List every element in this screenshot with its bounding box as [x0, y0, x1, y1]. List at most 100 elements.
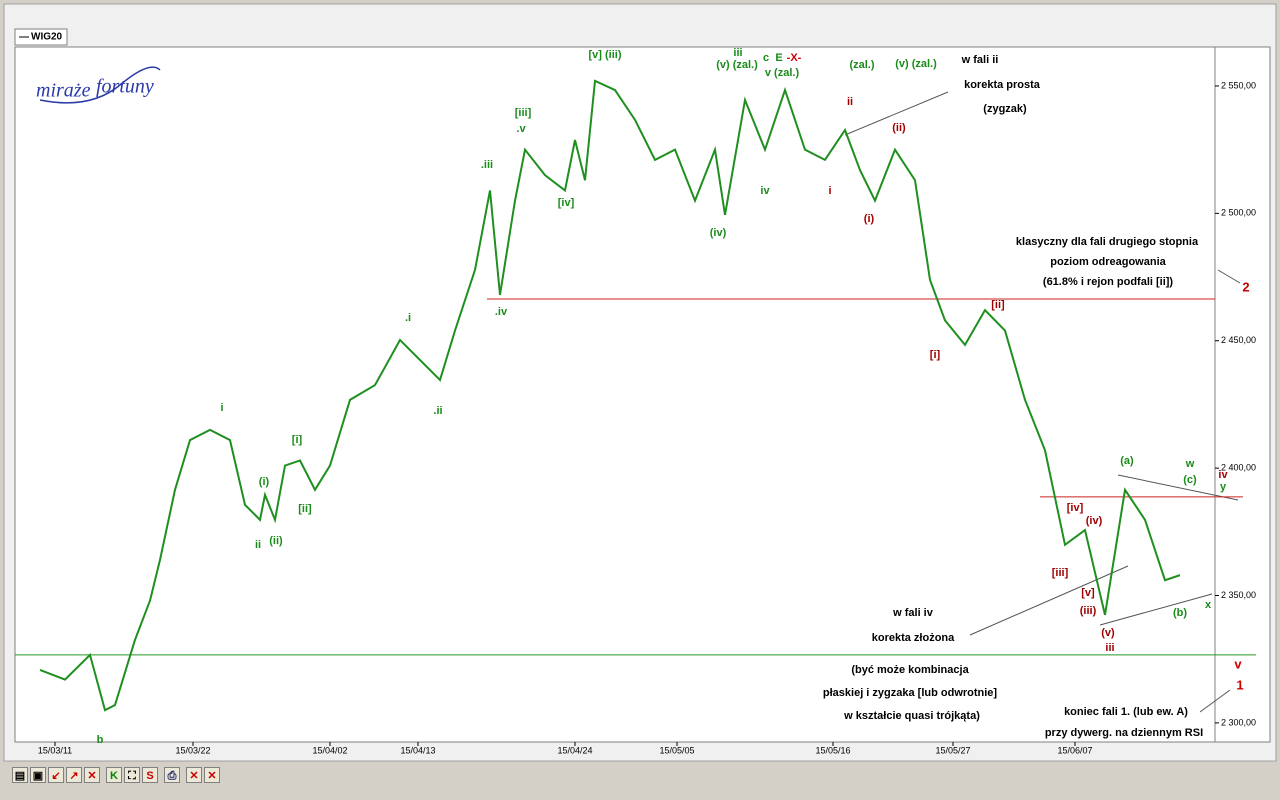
toolbar-button[interactable]: ↙ — [48, 767, 64, 783]
annotation: poziom odreagowania — [1050, 256, 1166, 268]
annotation: w — [1185, 458, 1195, 470]
annotation: (v) (zal.) — [895, 58, 937, 70]
trend-line — [1099, 593, 1213, 626]
annotation: (a) — [1120, 455, 1134, 467]
annotation: 2 — [1242, 279, 1249, 294]
toolbar-button[interactable]: K — [106, 767, 122, 783]
annotation: płaskiej i zygzaka [lub odwrotnie] — [823, 687, 998, 699]
annotation: przy dywerg. na dziennym RSI — [1045, 727, 1203, 739]
annotation: b — [97, 734, 104, 746]
annotation: [iv] — [558, 197, 575, 209]
x-tick-label: 15/04/13 — [400, 745, 435, 755]
toolbar-button[interactable]: ▤ — [12, 767, 28, 783]
trend-line — [1117, 474, 1239, 501]
toolbar-button[interactable]: ✕ — [204, 767, 220, 783]
annotation: .iii — [481, 159, 493, 171]
annotation: (ii) — [269, 535, 283, 547]
y-tick-label: 2 300,00 — [1221, 717, 1256, 727]
annotation: (zygzak) — [983, 103, 1027, 115]
annotation: (b) — [1173, 607, 1187, 619]
annotation: 1 — [1236, 677, 1243, 692]
annotation: (ii) — [892, 122, 906, 134]
annotation: (i) — [259, 476, 270, 488]
annotation: (zal.) — [849, 59, 874, 71]
annotation: x — [1205, 599, 1212, 611]
plot-area — [14, 46, 1216, 743]
annotation: (v) (zal.) — [716, 59, 758, 71]
annotation: korekta prosta — [964, 79, 1041, 91]
x-tick-label: 15/03/11 — [38, 745, 72, 755]
annotation: .iv — [495, 306, 508, 318]
toolbar-button[interactable]: ⛶ — [124, 767, 140, 783]
y-tick-label: 2 500,00 — [1221, 208, 1256, 218]
annotation: (v) — [1101, 627, 1115, 639]
logo-swoosh — [39, 66, 161, 104]
trend-line — [969, 565, 1129, 636]
annotation: [v] — [1081, 587, 1095, 599]
x-tick-label: 15/06/07 — [1057, 745, 1092, 755]
y-tick-label: 2 450,00 — [1221, 335, 1256, 345]
annotation: (iv) — [710, 227, 727, 239]
annotation: v — [1234, 656, 1242, 671]
annotation: .i — [405, 312, 411, 324]
trend-line — [844, 91, 949, 136]
legend-box — [14, 28, 68, 46]
x-tick-label: 15/04/02 — [312, 745, 347, 755]
annotation: w kształcie quasi trójkąta) — [843, 710, 980, 722]
annotation: v (zal.) — [765, 67, 800, 79]
toolbar-button[interactable]: ✕ — [84, 767, 100, 783]
annotation: (iv) — [1086, 515, 1103, 527]
toolbar-button[interactable]: ↗ — [66, 767, 82, 783]
annotation: (c) — [1183, 474, 1197, 486]
annotation: i — [220, 402, 223, 414]
annotation: w fali ii — [961, 54, 999, 66]
toolbar-button[interactable]: ▣ — [30, 767, 46, 783]
legend: WIG20 — [31, 32, 63, 43]
annotation: [i] — [292, 434, 303, 446]
annotation: w fali iv — [892, 607, 934, 619]
annotation: [ii] — [298, 503, 312, 515]
annotation: iv — [1218, 469, 1228, 481]
annotation: -X- — [787, 52, 802, 64]
annotation: E — [775, 52, 782, 64]
annotation: klasyczny dla fali drugiego stopnia — [1016, 236, 1199, 248]
annotation: koniec fali 1. (lub ew. A) — [1064, 706, 1188, 718]
x-tick-label: 15/05/05 — [659, 745, 694, 755]
price-line — [39, 79, 1181, 712]
chart: WIG20 miraże fortuny 2 300,002 350,002 4… — [3, 3, 1277, 762]
annotation: [iii] — [515, 107, 532, 119]
logo: miraże — [36, 80, 91, 102]
toolbar-button[interactable]: ⎙ — [164, 767, 180, 783]
annotation: korekta złożona — [872, 632, 955, 644]
x-tick-label: 15/05/27 — [935, 745, 970, 755]
y-tick-label: 2 400,00 — [1221, 463, 1256, 473]
trend-line — [1199, 689, 1231, 713]
annotation: iii — [733, 47, 742, 59]
x-tick-label: 15/03/22 — [175, 745, 210, 755]
annotation: [iv] — [1067, 502, 1084, 514]
x-tick-label: 15/05/16 — [815, 745, 850, 755]
y-axis-area — [1214, 46, 1271, 743]
annotation: [ii] — [991, 299, 1005, 311]
annotation: (być może kombinacja — [851, 664, 969, 676]
annotation: ii — [847, 96, 853, 108]
annotation: (i) — [864, 213, 875, 225]
annotation: (iii) — [1080, 605, 1097, 617]
annotation: [i] — [930, 349, 941, 361]
trend-line — [1217, 269, 1241, 284]
y-tick-label: 2 350,00 — [1221, 590, 1256, 600]
annotation: c — [763, 52, 769, 64]
annotation: ii — [255, 539, 261, 551]
toolbar-button[interactable]: ✕ — [186, 767, 202, 783]
annotation: (61.8% i rejon podfali [ii]) — [1043, 276, 1174, 288]
annotation: y — [1220, 481, 1227, 493]
y-tick-label: 2 550,00 — [1221, 80, 1256, 90]
annotation: [iii] — [1052, 567, 1069, 579]
annotation: .ii — [433, 405, 442, 417]
annotation: iv — [760, 185, 770, 197]
annotation: i — [828, 185, 831, 197]
toolbar-button[interactable]: S — [142, 767, 158, 783]
annotation: iii — [1105, 642, 1114, 654]
trend-lines — [844, 91, 1241, 713]
